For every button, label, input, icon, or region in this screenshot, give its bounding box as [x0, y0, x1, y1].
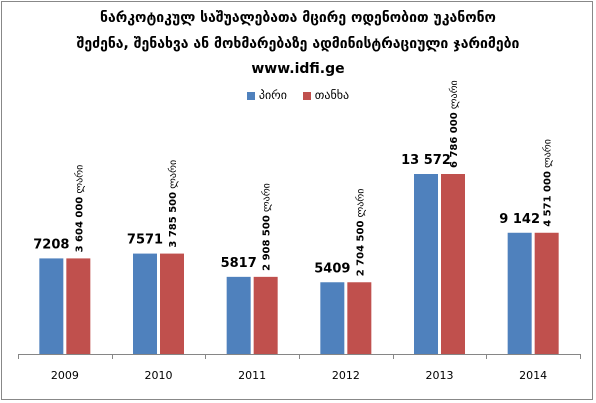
data-label-persons-2011: 5817	[221, 256, 257, 271]
bar-amount-2011	[253, 276, 278, 354]
data-label-persons-2009: 7208	[33, 237, 69, 252]
data-label-amount-2011: 2 908 500 ლარი	[261, 183, 273, 271]
data-label-amount-2014: 4 571 000 ლარი	[542, 139, 554, 227]
legend-item-persons: პირი	[246, 88, 287, 102]
x-tick-label-2012: 2012	[332, 369, 360, 382]
bar-persons-2014	[507, 232, 532, 354]
bar-persons-2012	[320, 282, 345, 354]
bar-persons-2013	[414, 174, 438, 354]
bar-amount-2010	[160, 253, 184, 354]
bar-persons-2009	[39, 258, 64, 354]
x-tick-label-2009: 2009	[51, 369, 79, 382]
legend-item-amount: თანხა	[302, 88, 350, 102]
chart-title-line-1: ნარკოტიკულ საშუალებათა მცირე ოდენობით უკ…	[100, 10, 496, 26]
legend: პირი თანხა	[0, 88, 596, 102]
chart-title-line-2: შეძენა, შენახვა ან მოხმარებაზე ადმინისტრ…	[76, 36, 520, 52]
x-tick-label-2014: 2014	[519, 369, 547, 382]
legend-swatch-persons	[246, 91, 255, 100]
data-label-persons-2014: 9 142	[499, 212, 540, 227]
legend-label-persons: პირი	[258, 88, 287, 102]
x-tick-label-2010: 2010	[145, 369, 173, 382]
bar-amount-2014	[534, 232, 559, 354]
legend-label-amount: თანხა	[314, 88, 350, 102]
bar-persons-2011	[226, 276, 251, 354]
chart-title-line-3: www.idfi.ge	[251, 61, 345, 77]
x-tick-label-2013: 2013	[426, 369, 454, 382]
data-label-amount-2010: 3 785 500 ლარი	[167, 160, 179, 248]
data-label-amount-2012: 2 704 500 ლარი	[354, 189, 366, 277]
data-label-persons-2010: 7571	[127, 233, 163, 248]
bar-persons-2010	[133, 253, 157, 354]
bar-amount-2012	[347, 282, 372, 354]
x-tick-label-2011: 2011	[238, 369, 266, 382]
legend-swatch-amount	[302, 91, 311, 100]
data-label-amount-2013: 6 786 000 ლარი	[448, 80, 460, 168]
bar-amount-2013	[441, 174, 465, 354]
bar-amount-2009	[66, 258, 91, 354]
data-label-persons-2012: 5409	[314, 261, 350, 276]
data-label-persons-2013: 13 572	[401, 153, 451, 168]
data-label-amount-2009: 3 604 000 ლარი	[73, 165, 85, 253]
